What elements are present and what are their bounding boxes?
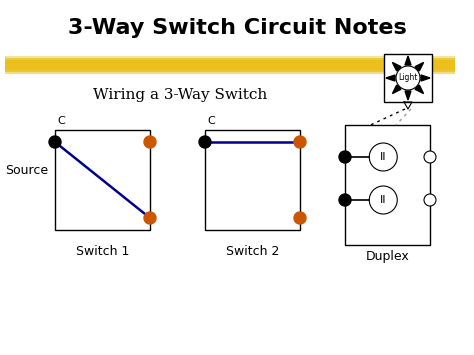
Circle shape (369, 186, 397, 214)
Text: C: C (57, 116, 65, 126)
Circle shape (396, 66, 420, 90)
Text: C: C (207, 116, 215, 126)
Text: Light: Light (398, 73, 418, 82)
Circle shape (294, 212, 306, 224)
Polygon shape (392, 62, 401, 71)
Circle shape (144, 212, 156, 224)
Polygon shape (386, 75, 395, 81)
Circle shape (199, 136, 211, 148)
Bar (345, 125, 430, 245)
Text: Switch 1: Switch 1 (76, 245, 129, 258)
Polygon shape (415, 62, 424, 71)
Circle shape (369, 143, 397, 171)
Polygon shape (415, 85, 424, 94)
Text: Switch 2: Switch 2 (226, 245, 279, 258)
Bar (384, 54, 432, 102)
Circle shape (294, 136, 306, 148)
Circle shape (339, 151, 351, 163)
Text: 3-Way Switch Circuit Notes: 3-Way Switch Circuit Notes (68, 18, 406, 38)
Text: Wiring a 3-Way Switch: Wiring a 3-Way Switch (93, 88, 267, 102)
Polygon shape (392, 85, 401, 94)
Circle shape (144, 136, 156, 148)
Polygon shape (421, 75, 430, 81)
Text: II: II (380, 152, 386, 162)
Circle shape (424, 194, 436, 206)
Text: II: II (380, 195, 386, 205)
Circle shape (339, 194, 351, 206)
Bar (205, 130, 300, 230)
Circle shape (49, 136, 61, 148)
Polygon shape (405, 56, 411, 65)
Text: Source: Source (5, 164, 48, 176)
Bar (55, 130, 150, 230)
Circle shape (424, 151, 436, 163)
Text: Duplex: Duplex (365, 250, 410, 263)
Polygon shape (405, 91, 411, 100)
